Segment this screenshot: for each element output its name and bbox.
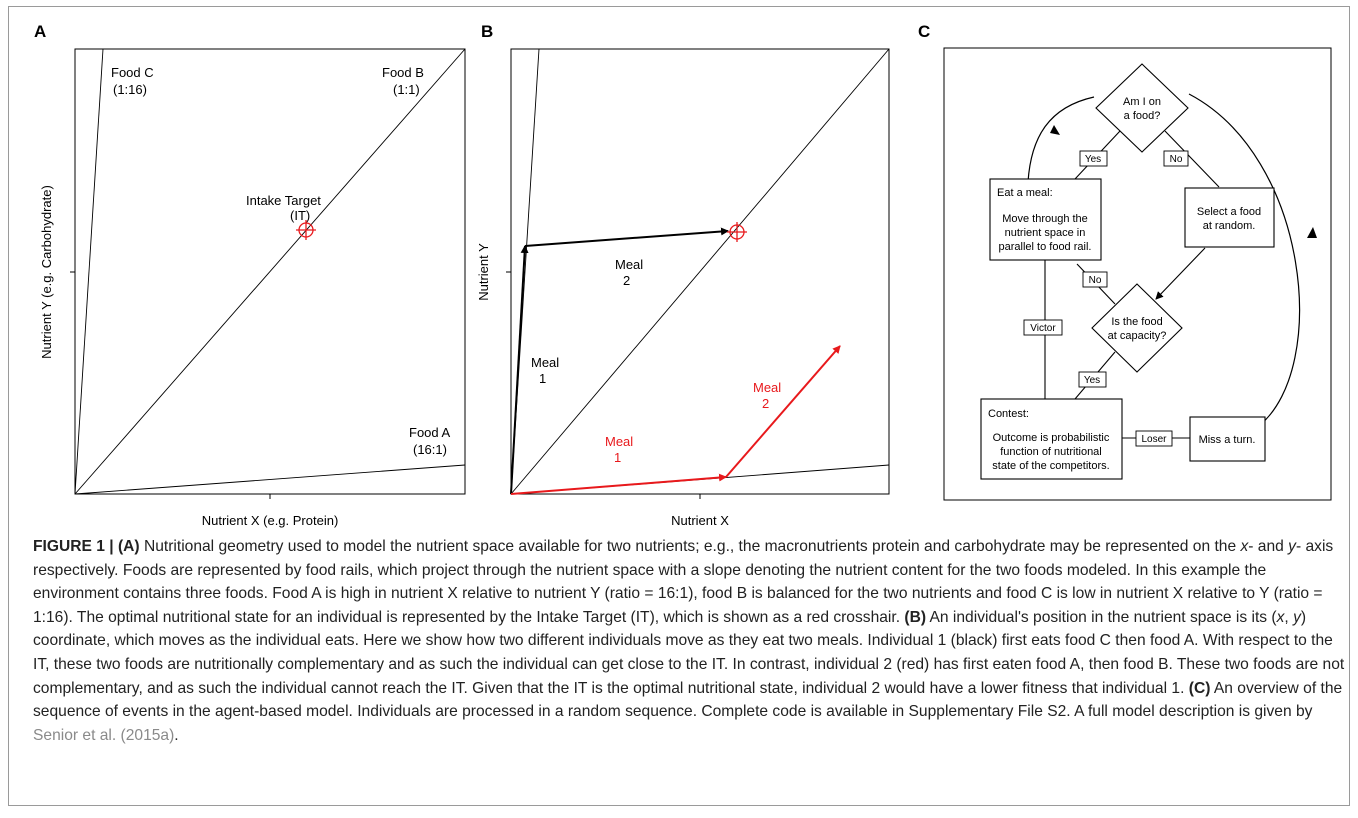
panel-a-rail-food-b — [74, 48, 466, 495]
label-no-top: No — [1170, 154, 1183, 165]
eat-meal-line2: nutrient space in — [1005, 227, 1086, 239]
caption-c-text-1: An overview of the sequence of events in… — [33, 679, 1343, 721]
decision-diamond-on-food — [1095, 63, 1189, 153]
caption-b-comma: , — [1284, 608, 1294, 626]
panel-b: B Meal 1 Meal 2 Meal 1 Meal 2 Nutrient Y… — [476, 22, 890, 528]
eat-meal-line3: parallel to food rail. — [999, 241, 1092, 253]
figure-graphic: A Food C (1:16) Food B (1:1) Food A (16:… — [34, 22, 1332, 528]
label-no-mid-box — [1082, 271, 1108, 288]
caption-b-x: x — [1276, 608, 1285, 626]
select-food-line1: Select a food — [1197, 206, 1261, 218]
panel-a-food-c-ratio: (1:16) — [113, 82, 147, 97]
red-meal1-label: Meal — [605, 434, 633, 449]
red-meal1-arrow — [510, 473, 727, 495]
panel-a-food-b-ratio: (1:1) — [393, 82, 420, 97]
panel-a-letter: A — [34, 22, 46, 41]
loop-arrow-right-head — [1307, 227, 1317, 238]
label-no-mid: No — [1089, 275, 1102, 286]
panel-a-rail-food-a — [74, 464, 466, 495]
panel-c: C Am I on a food? Is the food at capacit… — [918, 22, 1332, 501]
label-victor: Victor — [1030, 323, 1056, 334]
panel-c-letter: C — [918, 22, 930, 41]
contest-box — [980, 398, 1123, 480]
red-meal1-number: 1 — [614, 450, 621, 465]
select-food-line2: at random. — [1203, 220, 1256, 232]
caption-c-label: (C) — [1188, 679, 1211, 697]
caption-a-x: x — [1240, 538, 1249, 555]
label-victor-box — [1023, 319, 1063, 336]
eat-meal-box — [989, 178, 1102, 261]
panel-a-rail-food-c — [74, 48, 104, 495]
label-yes-mid-box — [1078, 371, 1107, 388]
label-no-top-box — [1163, 150, 1189, 167]
caption-a-text-1: Nutritional geometry used to model the n… — [139, 538, 1241, 555]
panel-a: A Food C (1:16) Food B (1:1) Food A (16:… — [34, 22, 466, 528]
connector-select-to-mid-diamond — [1155, 247, 1206, 300]
figure-caption: FIGURE 1 | (A) Nutritional geometry used… — [33, 535, 1345, 747]
miss-turn-line1: Miss a turn. — [1199, 434, 1256, 446]
caption-c-end: . — [174, 726, 179, 744]
decision-on-food-line1: Am I on — [1123, 96, 1161, 108]
panel-a-intake-target-crosshair — [296, 220, 316, 240]
panel-b-letter: B — [481, 22, 493, 41]
caption-a-text-3: - axis respectively. Foods are represent… — [33, 538, 1334, 626]
label-yes-mid: Yes — [1084, 375, 1100, 386]
red-meal2-number: 2 — [762, 396, 769, 411]
panel-a-x-axis-label: Nutrient X (e.g. Protein) — [202, 513, 339, 528]
black-meal1-number: 1 — [539, 371, 546, 386]
caption-a-y: y — [1288, 538, 1296, 555]
figure-panel: A Food C (1:16) Food B (1:1) Food A (16:… — [8, 6, 1350, 806]
black-meal2-arrow — [524, 227, 729, 247]
caption-a-text-2: - and — [1248, 538, 1289, 555]
caption-figure-label: FIGURE 1 | — [33, 538, 118, 555]
panel-b-rail-food-b — [510, 48, 890, 495]
red-meal2-label: Meal — [753, 380, 781, 395]
black-meal1-arrow — [510, 245, 529, 495]
loop-arrow-left — [1027, 96, 1095, 183]
caption-b-text-1: An individual's position in the nutrient… — [926, 608, 1277, 626]
label-loser: Loser — [1141, 434, 1167, 445]
contest-title: Contest: — [988, 408, 1029, 420]
contest-line2: function of nutritional — [1000, 446, 1102, 458]
label-loser-box — [1135, 430, 1173, 447]
panel-a-food-a-ratio: (16:1) — [413, 442, 447, 457]
panel-a-target-label: Intake Target — [246, 193, 321, 208]
caption-b-y: y — [1293, 608, 1301, 626]
contest-line1: Outcome is probabilistic — [993, 432, 1110, 444]
label-yes-top: Yes — [1085, 154, 1101, 165]
eat-meal-line1: Move through the — [1002, 213, 1088, 225]
panel-a-food-b-name: Food B — [382, 65, 424, 80]
red-meal2-arrow — [725, 345, 841, 478]
caption-reference-link[interactable]: Senior et al. (2015a) — [33, 726, 175, 744]
black-meal1-label: Meal — [531, 355, 559, 370]
panel-c-frame — [943, 47, 1332, 501]
contest-line3: state of the competitors. — [992, 460, 1109, 472]
decision-diamond-at-capacity — [1091, 283, 1183, 373]
loop-arrow-left-head — [1050, 125, 1060, 135]
panel-b-x-axis-label: Nutrient X — [671, 513, 729, 528]
caption-b-label: (B) — [904, 608, 927, 626]
caption-b-text-2: ) coordinate, which moves as the individ… — [33, 608, 1345, 697]
label-yes-top-box — [1079, 150, 1108, 167]
loop-arrow-right — [1188, 93, 1301, 426]
select-food-box — [1184, 187, 1275, 248]
panel-a-food-a-name: Food A — [409, 425, 451, 440]
panel-b-y-axis-label: Nutrient Y — [476, 243, 491, 301]
panel-b-intake-target-crosshair — [727, 222, 747, 242]
black-meal2-label: Meal — [615, 257, 643, 272]
decision-capacity-line2: at capacity? — [1108, 330, 1167, 342]
decision-on-food-line2: a food? — [1124, 110, 1161, 122]
connector-top-diamond-to-select — [1164, 130, 1220, 188]
caption-a-label: (A) — [117, 538, 140, 555]
black-meal2-number: 2 — [623, 273, 630, 288]
panel-a-food-c-name: Food C — [111, 65, 154, 80]
panel-a-y-axis-label: Nutrient Y (e.g. Carbohydrate) — [39, 185, 54, 359]
eat-meal-title: Eat a meal: — [997, 187, 1053, 199]
decision-capacity-line1: Is the food — [1111, 316, 1162, 328]
miss-turn-box — [1189, 416, 1266, 462]
panel-a-target-abbrev: (IT) — [290, 208, 310, 223]
